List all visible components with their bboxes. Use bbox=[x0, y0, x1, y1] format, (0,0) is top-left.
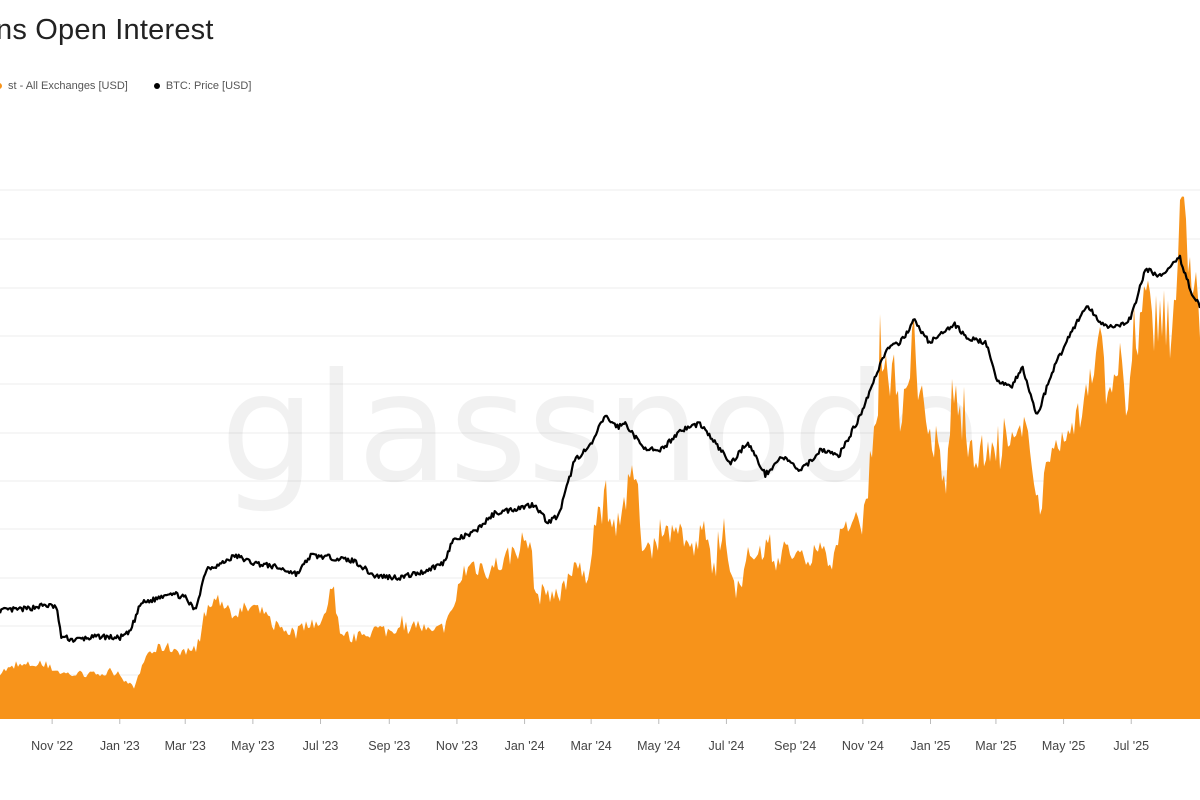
legend-label-open-interest: st - All Exchanges [USD] bbox=[8, 80, 128, 92]
x-tick-label-3: May '23 bbox=[231, 739, 274, 753]
series-btc-price-line bbox=[0, 254, 1200, 643]
chart-title: ns Open Interest bbox=[0, 14, 214, 46]
legend: st - All Exchanges [USD] BTC: Price [USD… bbox=[0, 80, 277, 92]
x-tick-label-0: Nov '22 bbox=[31, 739, 73, 753]
legend-dot-open-interest bbox=[0, 83, 2, 89]
x-tick-label-13: Jan '25 bbox=[911, 739, 951, 753]
legend-dot-btc-price bbox=[153, 83, 160, 89]
x-tick-label-8: Mar '24 bbox=[570, 739, 611, 753]
x-tick-label-5: Sep '23 bbox=[368, 739, 410, 753]
x-tick-label-7: Jan '24 bbox=[505, 739, 545, 753]
x-tick-label-16: Jul '25 bbox=[1113, 739, 1149, 753]
x-tick-label-9: May '24 bbox=[637, 739, 680, 753]
watermark: glassnode bbox=[220, 342, 979, 516]
x-tick-label-15: May '25 bbox=[1042, 739, 1085, 753]
x-tick-label-11: Sep '24 bbox=[774, 739, 816, 753]
series-open-interest-area bbox=[0, 196, 1200, 719]
legend-item-btc-price[interactable]: BTC: Price [USD] bbox=[153, 80, 252, 92]
x-tick-label-1: Jan '23 bbox=[100, 739, 140, 753]
x-tick-label-2: Mar '23 bbox=[165, 739, 206, 753]
x-tick-label-10: Jul '24 bbox=[709, 739, 745, 753]
x-tick-label-12: Nov '24 bbox=[842, 739, 884, 753]
x-tick-label-14: Mar '25 bbox=[975, 739, 1016, 753]
legend-item-open-interest[interactable]: st - All Exchanges [USD] bbox=[0, 80, 128, 92]
legend-label-btc-price: BTC: Price [USD] bbox=[165, 80, 252, 92]
x-tick-label-4: Jul '23 bbox=[303, 739, 339, 753]
x-tick-label-6: Nov '23 bbox=[436, 739, 478, 753]
